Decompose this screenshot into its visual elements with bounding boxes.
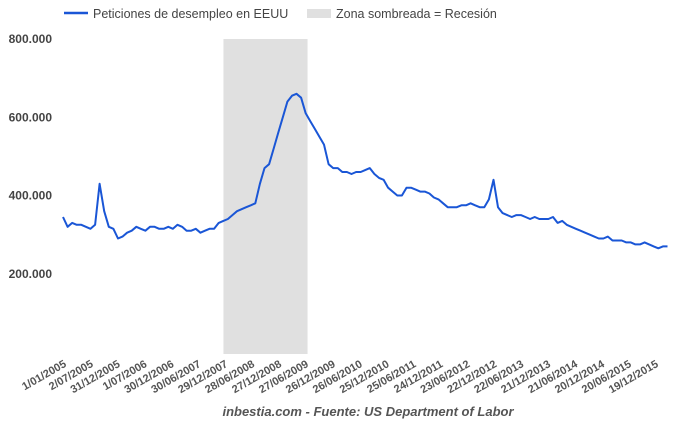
y-tick-label: 600.000 (9, 110, 53, 124)
y-tick-label: 800.000 (9, 32, 53, 46)
legend: Peticiones de desempleo en EEUU Zona som… (64, 7, 497, 21)
legend-label-recession: Zona sombreada = Recesión (336, 7, 497, 21)
source-caption: inbestia.com - Fuente: US Department of … (222, 404, 514, 419)
legend-label-claims: Peticiones de desempleo en EEUU (93, 7, 288, 21)
recession-shading (223, 39, 308, 354)
y-tick-label: 200.000 (9, 267, 53, 281)
series-line-claims (62, 92, 668, 250)
legend-area-swatch (307, 9, 331, 18)
y-tick-label: 400.000 (9, 189, 53, 203)
